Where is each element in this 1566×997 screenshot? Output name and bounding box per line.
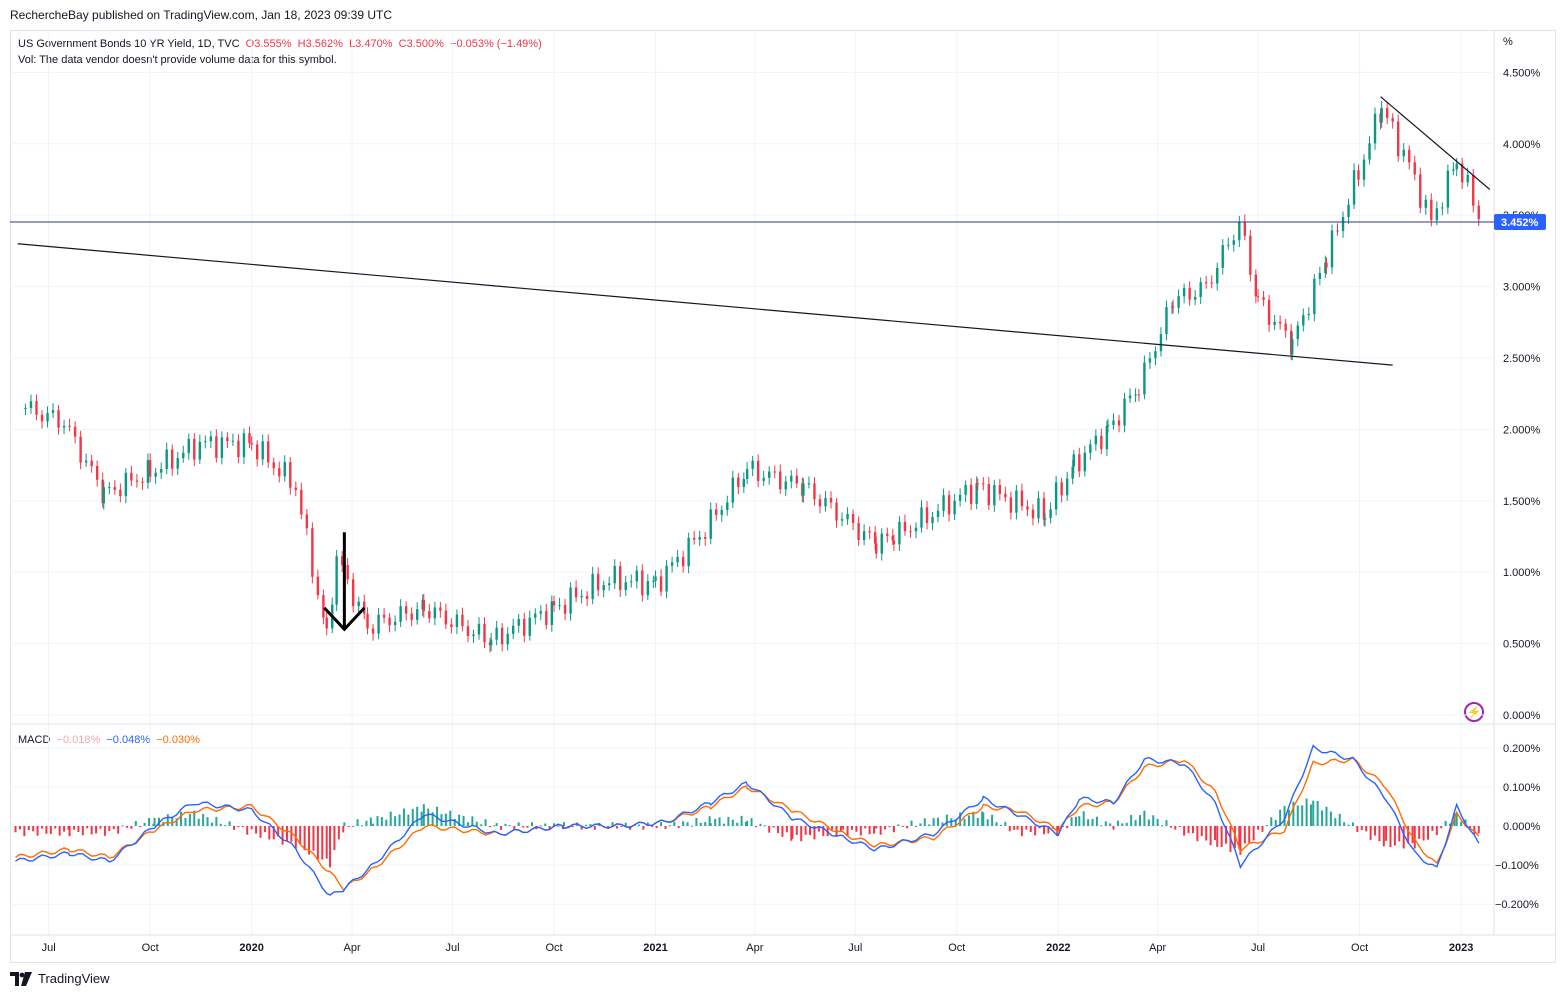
close-value: C3.500% [398, 38, 444, 50]
volume-note: Vol: The data vendor doesn't provide vol… [18, 54, 337, 66]
high-value: H3.562% [297, 38, 343, 50]
macd-legend: MACD −0.018% −0.048% −0.030% [18, 734, 200, 746]
macd-line-value: −0.048% [106, 734, 151, 746]
symbol-legend: US Government Bonds 10 YR Yield, 1D, TVC… [18, 36, 542, 68]
footer-label: TradingView [38, 971, 110, 986]
low-value: L3.470% [349, 38, 393, 50]
change-value: −0.053% (−1.49%) [450, 38, 542, 50]
lightning-icon[interactable]: ⚡ [1464, 702, 1484, 722]
macd-signal-value: −0.030% [156, 734, 200, 746]
footer-brand[interactable]: TradingView [10, 971, 110, 986]
open-value: O3.555% [245, 38, 292, 50]
publisher-caption: RechercheBay published on TradingView.co… [10, 8, 393, 22]
macd-hist-value: −0.018% [56, 734, 101, 746]
tradingview-logo-icon [10, 971, 32, 986]
macd-title[interactable]: MACD [18, 734, 51, 746]
symbol-title[interactable]: US Government Bonds 10 YR Yield, 1D, TVC [18, 38, 240, 50]
chart-frame[interactable] [10, 30, 1556, 963]
